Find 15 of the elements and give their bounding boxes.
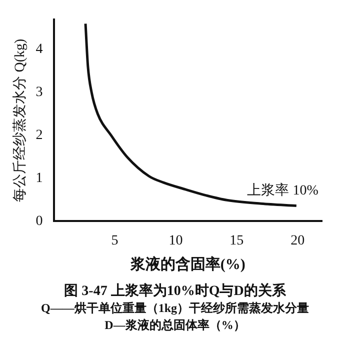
y-tick-label: 3 bbox=[36, 85, 43, 100]
series-label: 上浆率 10% bbox=[247, 182, 319, 198]
text: 图 3-47 上浆率为10%时Q与D的关系 bbox=[63, 282, 287, 300]
y-tick-label: 4 bbox=[36, 42, 43, 58]
x-tick-label: 15 bbox=[230, 233, 244, 248]
x-tick-label: 5 bbox=[111, 233, 118, 248]
x-tick-label: 10 bbox=[168, 233, 183, 248]
y-tick-label: 1 bbox=[36, 170, 43, 186]
y-tick-label: 0 bbox=[36, 214, 43, 229]
y-axis-title: 每公斤经纱蒸发水分 Q(kg) bbox=[12, 38, 28, 202]
text: D—浆液的总固体率（%） bbox=[104, 317, 246, 334]
y-tick-label: 2 bbox=[36, 128, 43, 143]
x-axis-title: 浆液的含固率(%) bbox=[129, 254, 246, 273]
text: Q——烘干单位重量（1kg）干经纱所需蒸发水分量 bbox=[40, 300, 310, 317]
x-tick-label: 20 bbox=[290, 233, 305, 248]
